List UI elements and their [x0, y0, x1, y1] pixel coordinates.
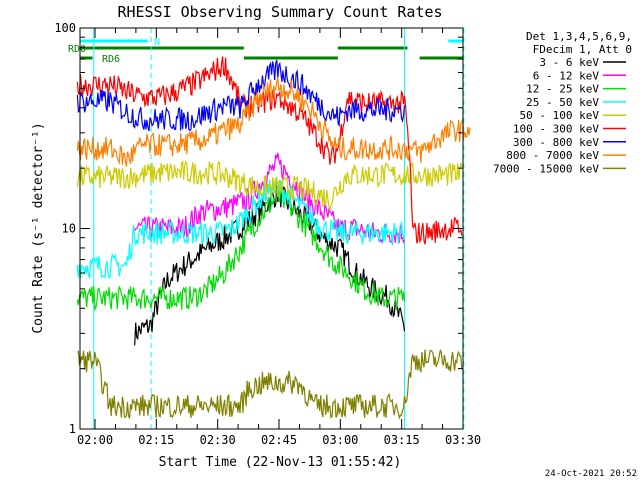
x-axis-ticks: 02:00 02:15 02:30 02:45 03:00 03:15 03:30	[77, 28, 481, 447]
legend-entry-label: 25 - 50 keV	[526, 96, 599, 109]
x-tick-label: 03:00	[322, 433, 358, 447]
legend-entry-label: 300 - 800 keV	[513, 136, 599, 149]
chart-title: RHESSI Observing Summary Count Rates	[117, 3, 442, 21]
legend-entry-label: 6 - 12 keV	[533, 69, 600, 82]
x-tick-label: 02:15	[138, 433, 174, 447]
series-line-4	[76, 159, 463, 211]
footer-timestamp: 24-Oct-2021 20:52	[545, 469, 637, 479]
x-axis-label: Start Time (22-Nov-13 01:55:42)	[159, 455, 402, 470]
x-tick-label: 02:45	[261, 433, 297, 447]
x-tick-label: 03:15	[384, 433, 420, 447]
legend-entry-label: 3 - 6 keV	[539, 56, 599, 69]
series-line-7	[76, 76, 471, 167]
legend-entry-label: 7000 - 15000 keV	[493, 162, 599, 175]
x-tick-label: 02:00	[77, 433, 113, 447]
legend: Det 1,3,4,5,6,9,FDecim 1, Att 03 - 6 keV…	[493, 30, 632, 175]
flag-bars: N RD0 RD6	[68, 37, 463, 65]
legend-entry-label: 12 - 25 keV	[526, 83, 599, 96]
legend-entry-label: 50 - 100 keV	[520, 109, 600, 122]
series-line-6	[76, 59, 406, 132]
y-axis-label: Count Rate (s⁻¹ detector⁻¹)	[31, 122, 46, 333]
flag-label-n: N	[154, 37, 160, 48]
y-tick-label: 10	[62, 222, 76, 236]
legend-header: Det 1,3,4,5,6,9,	[526, 30, 632, 43]
series-line-8	[76, 348, 463, 420]
flag-label-rd0: RD0	[68, 44, 86, 55]
series-line-3	[76, 178, 406, 280]
y-axis-ticks: 1 10 100	[54, 21, 463, 436]
legend-entry-label: 100 - 300 keV	[513, 123, 599, 136]
series-group	[76, 56, 471, 420]
y-tick-label: 100	[54, 21, 76, 35]
flag-label-rd6: RD6	[102, 54, 120, 65]
series-line-2	[76, 186, 406, 312]
legend-header: FDecim 1, Att 0	[533, 43, 632, 56]
y-tick-label: 1	[69, 422, 76, 436]
legend-entry-label: 800 - 7000 keV	[506, 149, 599, 162]
x-tick-label: 02:30	[200, 433, 236, 447]
x-tick-label: 03:30	[445, 433, 481, 447]
